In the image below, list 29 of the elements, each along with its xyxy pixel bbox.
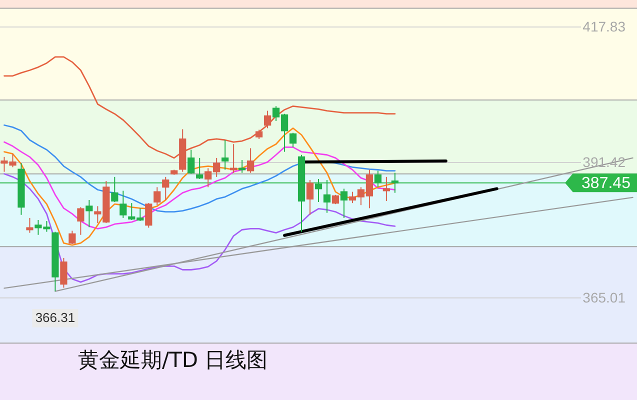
candlestick — [222, 140, 229, 170]
candlestick — [196, 157, 204, 180]
candlestick — [264, 110, 272, 129]
candlestick — [289, 132, 297, 148]
y-tick-label: 365.01 — [582, 289, 626, 306]
candlestick — [162, 176, 170, 200]
candlestick — [230, 144, 238, 174]
candlestick — [145, 202, 152, 228]
candlestick — [26, 217, 34, 234]
line-series — [4, 56, 396, 159]
candlestick — [120, 190, 127, 218]
candlestick — [246, 148, 254, 174]
candlestick — [77, 206, 84, 236]
annotation: 366.31 — [35, 310, 76, 326]
candlestick — [238, 160, 246, 174]
candlestick — [154, 186, 161, 206]
candlestick — [340, 188, 348, 218]
candlestick — [382, 176, 390, 202]
text: 黄金延期/TD 日线图 — [78, 348, 268, 372]
candlestick — [306, 180, 314, 216]
candlestick — [332, 194, 340, 205]
candlestick — [68, 230, 76, 245]
ref-line-label: 387.45 — [582, 174, 631, 192]
candlestick — [60, 257, 68, 288]
candlestick — [86, 200, 93, 228]
y-tick-label: 417.83 — [582, 18, 626, 35]
candlestick — [188, 149, 195, 174]
line-series — [4, 141, 396, 230]
candlestick — [255, 129, 263, 140]
